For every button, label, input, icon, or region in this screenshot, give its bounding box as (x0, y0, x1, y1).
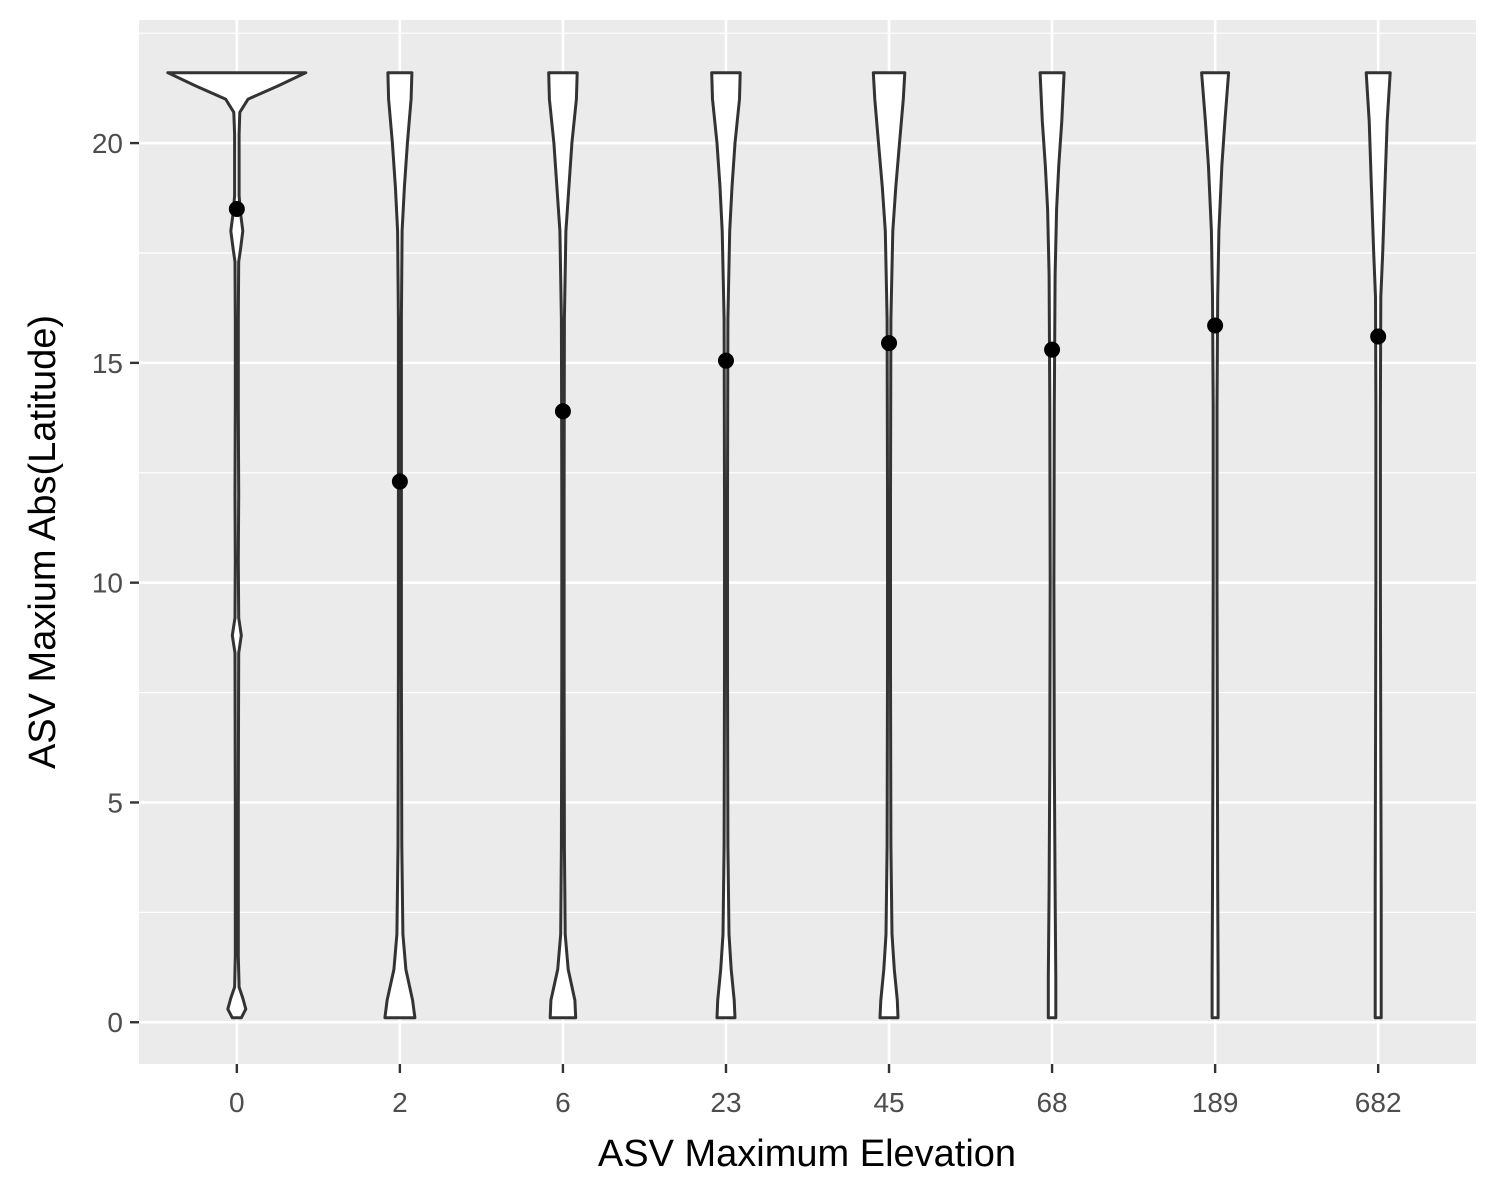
mean-point-68 (1044, 341, 1061, 358)
y-tick-label: 10 (92, 568, 123, 599)
violin-group (166, 71, 1392, 1020)
violin-45 (871, 71, 907, 1020)
mean-points (228, 201, 1387, 490)
y-axis: 0 5 10 15 20 (92, 128, 139, 1038)
y-tick-label: 15 (92, 348, 123, 379)
y-axis-title: ASV Maxium Abs(Latitude) (22, 315, 64, 769)
x-tick-label: 2 (392, 1087, 408, 1118)
mean-point-0 (228, 201, 245, 218)
mean-point-2 (391, 473, 408, 490)
x-tick-label: 6 (555, 1087, 571, 1118)
mean-point-682 (1370, 328, 1387, 345)
violin-682 (1364, 71, 1392, 1020)
y-tick-label: 5 (107, 787, 123, 818)
x-tick-label: 0 (229, 1087, 245, 1118)
x-tick-label: 682 (1355, 1087, 1402, 1118)
minor-gridlines (139, 32, 1476, 913)
plot-panel (139, 20, 1476, 1064)
x-axis-title: ASV Maximum Elevation (598, 1133, 1016, 1175)
x-tick-label: 189 (1192, 1087, 1239, 1118)
mean-point-23 (717, 352, 734, 369)
violin-6 (547, 71, 579, 1020)
violin-68 (1038, 71, 1066, 1020)
violin-0 (166, 71, 308, 1020)
x-axis: 0 2 6 23 45 68 189 682 (229, 1064, 1402, 1118)
y-tick-label: 0 (107, 1007, 123, 1038)
mean-point-6 (554, 403, 571, 420)
x-tick-label: 23 (710, 1087, 741, 1118)
x-tick-label: 45 (873, 1087, 904, 1118)
x-tick-label: 68 (1036, 1087, 1067, 1118)
violin-23 (710, 71, 742, 1020)
mean-point-189 (1207, 317, 1224, 334)
violin-2 (383, 71, 417, 1020)
y-tick-label: 20 (92, 128, 123, 159)
violin-189 (1200, 71, 1231, 1020)
mean-point-45 (881, 335, 898, 352)
